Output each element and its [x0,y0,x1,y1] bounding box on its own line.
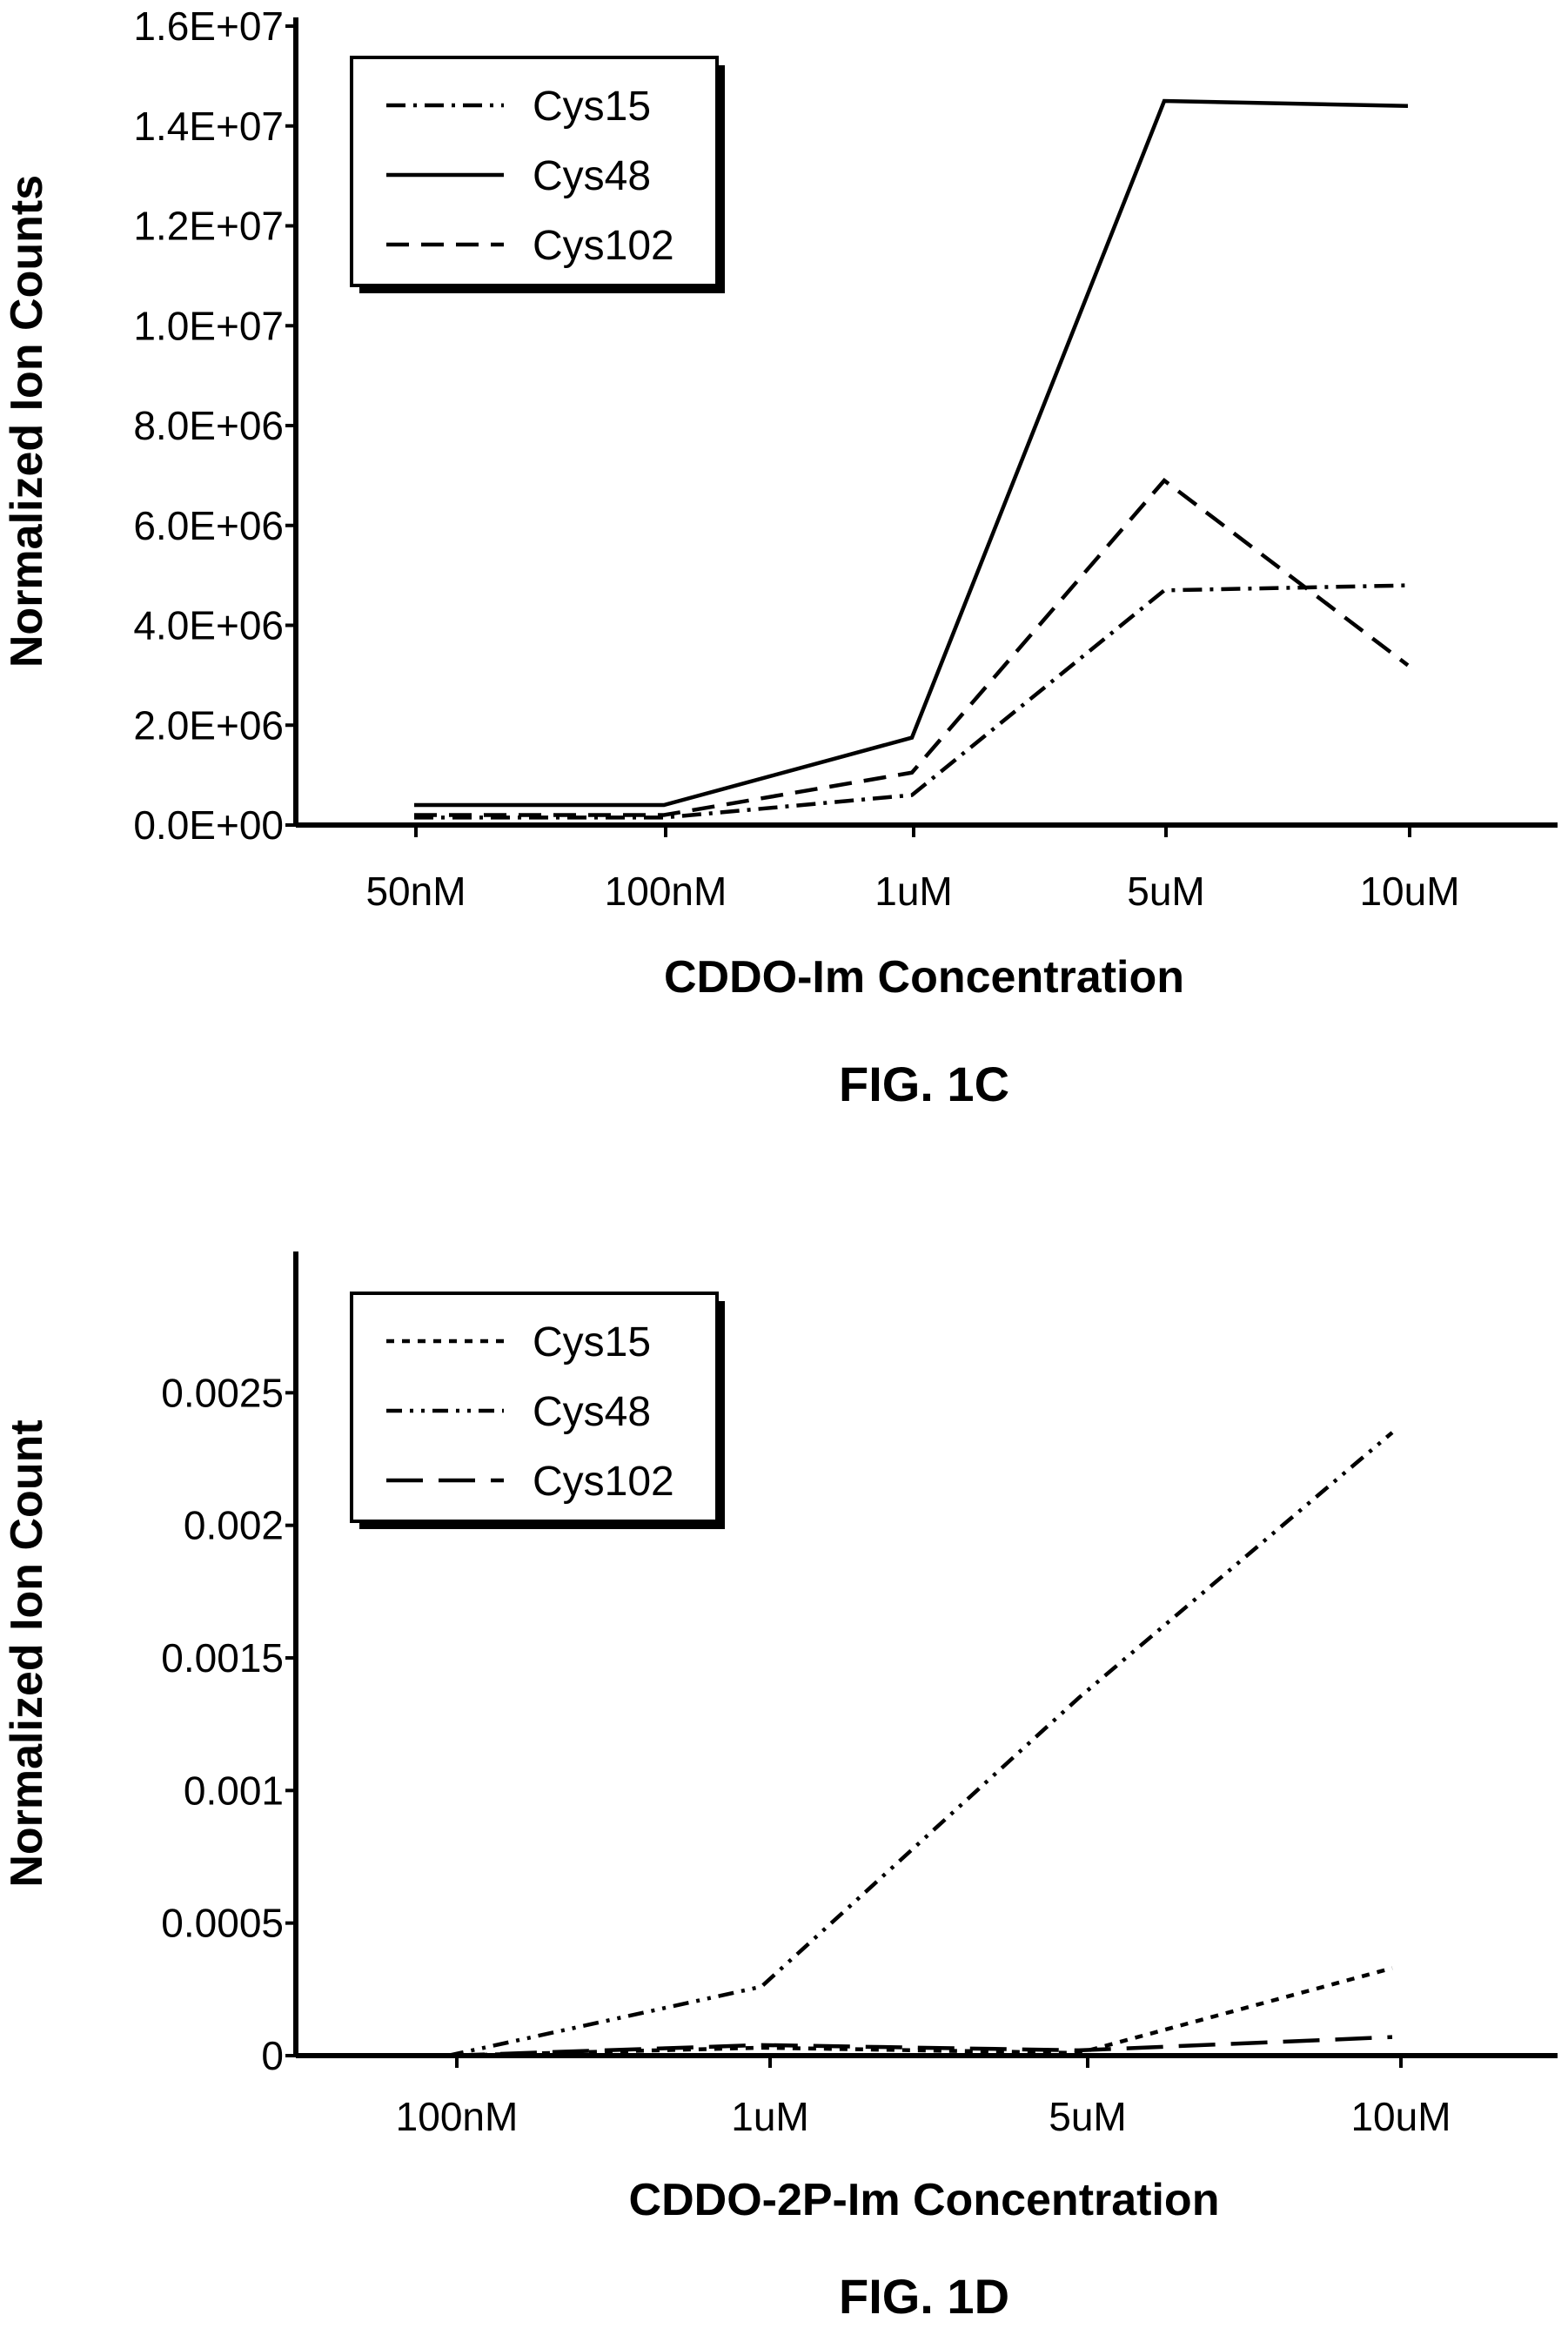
legend-label-cys102: Cys102 [533,1459,674,1505]
legend-label-cys15: Cys15 [533,84,651,130]
x-tick-label: 10uM [1350,2094,1451,2139]
x-axis-title: CDDO-Im Concentration [664,952,1184,1003]
y-tick-label: 1.6E+07 [133,3,284,49]
chart-fig-1d: 0 0.0005 0.001 0.0015 0.002 0.0025 100nM 1uM 5uM… [2,1251,1558,2324]
x-tick-label: 1uM [874,869,952,914]
x-tick-label: 1uM [731,2094,808,2139]
y-tick-label: 1.0E+07 [133,303,284,348]
legend-label-cys48: Cys48 [533,1389,651,1435]
y-tick-label: 0.001 [184,1768,284,1813]
x-tick-label: 100nM [396,2094,519,2139]
y-axis-title: Normalized Ion Count [2,1419,52,1887]
y-tick-label: 0.0005 [161,1901,284,1946]
y-tick-label: 1.2E+07 [133,204,284,249]
y-axis-title: Normalized Ion Counts [2,175,52,668]
legend-label-cys15: Cys15 [533,1319,651,1365]
legend-label-cys48: Cys48 [533,153,651,199]
y-tick-label: 1.4E+07 [133,104,284,149]
y-tick-label: 0.0E+00 [133,802,284,848]
y-tick-label: 0.002 [184,1503,284,1548]
y-tick-label: 0.0025 [161,1370,284,1415]
series-line-cys102 [447,2035,1393,2058]
y-tick-label: 8.0E+06 [133,403,284,448]
x-tick-label: 5uM [1049,2094,1126,2139]
y-tick-label: 6.0E+06 [133,503,284,548]
legend-box [350,56,719,287]
x-axis-title: CDDO-2P-Im Concentration [629,2175,1220,2225]
y-tick-label: 0 [261,2033,284,2078]
figure-label: FIG. 1C [839,1057,1009,1111]
legend: Cys15 Cys48 Cys102 [350,1292,725,1529]
y-tick-label: 2.0E+06 [133,702,284,748]
legend: Cys15 Cys48 Cys102 [350,56,725,293]
chart-fig-1c: 0.0E+00 2.0E+06 4.0E+06 6.0E+06 8.0E+06 1.0E+… [2,3,1558,1111]
x-tick-label: 5uM [1127,869,1204,914]
legend-box [350,1292,719,1523]
x-tick-label: 100nM [605,869,727,914]
legend-label-cys102: Cys102 [533,223,674,269]
x-tick-label: 10uM [1359,869,1459,914]
y-tick-label: 0.0015 [161,1635,284,1681]
figure-label: FIG. 1D [839,2269,1009,2324]
x-tick-label: 50nM [365,869,466,914]
y-tick-label: 4.0E+06 [133,603,284,648]
